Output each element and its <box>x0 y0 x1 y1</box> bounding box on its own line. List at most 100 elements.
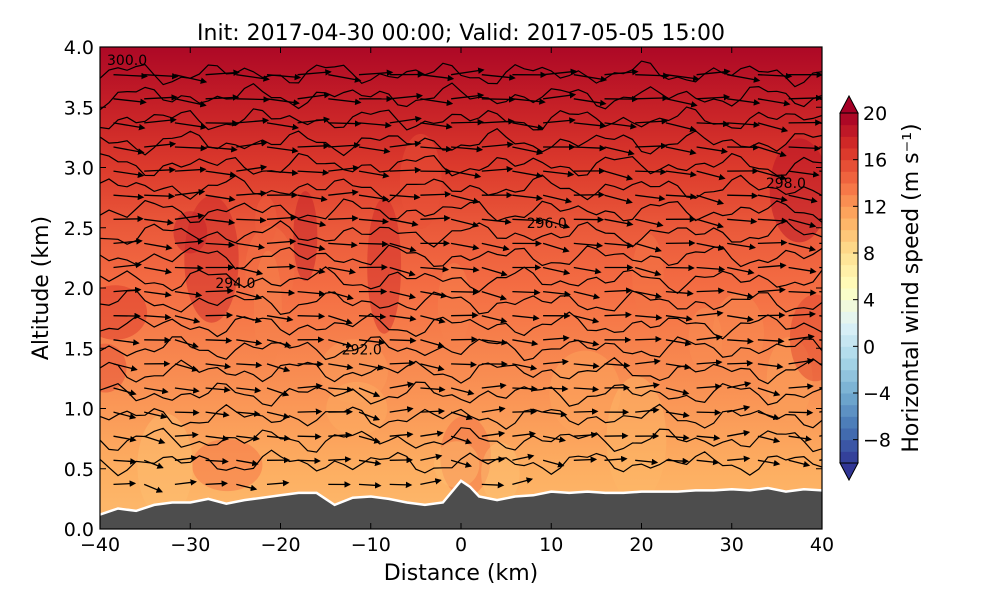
wind-vector <box>696 170 726 181</box>
wind-vector <box>451 118 485 126</box>
wind-speed-patch <box>293 191 318 281</box>
wind-vector <box>573 98 607 107</box>
wind-vector <box>174 290 203 298</box>
wind-vector <box>328 142 361 149</box>
wind-vector <box>266 169 299 177</box>
wind-vector <box>420 339 445 349</box>
wind-vector <box>604 194 633 205</box>
wind-vector <box>144 116 177 124</box>
wind-vector <box>512 314 540 322</box>
wind-vector <box>573 408 599 415</box>
y-tick-label: 0.0 <box>64 519 94 541</box>
wind-vector <box>512 385 538 393</box>
wind-vector <box>635 242 662 253</box>
wind-vector <box>297 218 327 228</box>
y-tick-label: 3.0 <box>64 158 94 180</box>
colorbar-band <box>840 113 858 126</box>
wind-vector <box>635 218 664 228</box>
wind-vector <box>236 386 262 394</box>
y-tick-label: 3.5 <box>64 97 94 119</box>
wind-vector <box>389 266 416 277</box>
x-tick-label: −40 <box>80 534 120 556</box>
wind-vector <box>512 170 543 179</box>
wind-vector <box>757 72 793 80</box>
theta-contour-line <box>100 244 822 270</box>
wind-vector <box>236 242 265 251</box>
wind-vector <box>788 94 822 102</box>
wind-vector <box>481 96 516 103</box>
wind-vector <box>635 266 662 277</box>
wind-vector <box>757 98 791 107</box>
wind-vector <box>635 94 669 102</box>
wind-vector <box>389 218 419 227</box>
wind-vector <box>450 170 482 179</box>
wind-vector <box>450 218 480 228</box>
wind-vector <box>512 363 538 371</box>
wind-vector <box>788 435 812 442</box>
wind-vector <box>358 240 389 248</box>
colorbar-band <box>840 416 858 429</box>
wind-vector <box>788 289 817 296</box>
colorbar-band <box>840 451 858 464</box>
wind-vector <box>297 457 321 465</box>
wind-vector <box>727 405 751 413</box>
wind-vector <box>266 98 300 106</box>
wind-vector <box>113 193 145 201</box>
theta-contour-line <box>100 106 822 131</box>
wind-vector <box>174 166 207 173</box>
wind-vector <box>757 262 787 269</box>
wind-vector <box>266 238 297 245</box>
wind-vector <box>297 242 326 252</box>
wind-vector <box>512 146 544 156</box>
wind-vector <box>635 382 660 389</box>
wind-vector <box>635 118 669 125</box>
wind-vector <box>788 242 817 252</box>
wind-vector <box>727 242 756 251</box>
wind-vector <box>205 287 234 295</box>
wind-vector <box>819 74 822 77</box>
colorbar-extend-max <box>839 94 859 114</box>
wind-vector <box>358 170 390 179</box>
wind-vector <box>297 91 331 100</box>
wind-vector <box>174 74 208 84</box>
wind-vector <box>420 191 452 198</box>
wind-vector <box>205 69 240 77</box>
wind-vector <box>205 94 240 101</box>
wind-vector <box>451 361 478 368</box>
contour-labels: 292.0 294.0 296.0 298.0 300.0 <box>107 53 806 358</box>
wind-vector <box>788 459 811 468</box>
wind-vector <box>696 68 731 76</box>
wind-vector <box>757 194 788 203</box>
colorbar-band <box>840 229 858 242</box>
wind-vector <box>450 194 480 204</box>
wind-vector <box>543 335 570 342</box>
wind-vector <box>635 290 662 299</box>
wind-vector <box>113 363 138 372</box>
wind-vector <box>512 339 539 347</box>
wind-vector <box>358 411 381 421</box>
wind-vector <box>297 169 330 176</box>
wind-vector <box>481 481 505 489</box>
wind-vector <box>205 411 230 418</box>
contour-label: 296.0 <box>527 216 567 232</box>
wind-vector <box>236 483 258 492</box>
wind-vector <box>757 312 786 319</box>
y-tick-label: 2.5 <box>64 218 94 240</box>
wind-vector <box>389 242 417 253</box>
wind-vector <box>328 164 360 172</box>
wind-vector <box>543 92 577 100</box>
wind-vector <box>328 456 352 463</box>
wind-vector <box>358 459 382 467</box>
wind-vector <box>174 479 197 486</box>
wind-vector <box>420 453 443 461</box>
wind-vector <box>236 459 259 467</box>
wind-vector <box>266 387 290 397</box>
wind-vector <box>236 117 270 124</box>
wind-vector <box>297 142 330 150</box>
wind-vector <box>144 242 173 251</box>
colorbar-label: Horizontal wind speed (m s⁻¹) <box>899 123 924 452</box>
wind-speed-patch <box>100 285 148 340</box>
wind-vector <box>420 265 450 273</box>
colorbar-tick-label: −8 <box>863 430 891 452</box>
wind-vector <box>113 458 137 465</box>
